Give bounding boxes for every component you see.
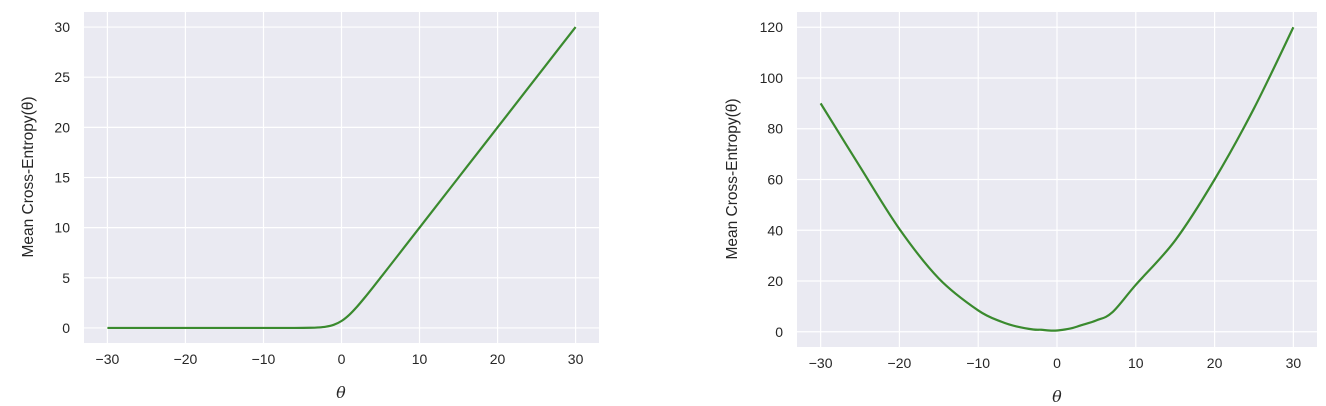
x-tick-label: 10	[1128, 355, 1144, 371]
x-tick-label: −20	[888, 355, 912, 371]
series-line	[819, 26, 1295, 332]
y-tick-label: 20	[54, 119, 70, 135]
subplot-left: 0 5 10 15 20 25 30 −30 −20 −10 0 10 20 30 θ Mean Cro…	[20, 12, 599, 402]
x-tick-label: 0	[1053, 355, 1061, 371]
y-tick-label: 5	[62, 270, 70, 286]
grid-lines	[797, 12, 1317, 347]
y-tick-label: 100	[760, 70, 784, 86]
x-tick-label: 30	[568, 351, 584, 367]
y-tick-label: 0	[775, 324, 783, 340]
x-axis-label: θ	[336, 383, 346, 402]
y-tick-label: 30	[54, 19, 70, 35]
y-tick-labels: 0 20 40 60 80 100 120	[760, 19, 784, 340]
x-tick-label: 20	[1207, 355, 1223, 371]
y-tick-label: 25	[54, 69, 70, 85]
y-tick-label: 0	[62, 320, 70, 336]
y-tick-label: 20	[767, 273, 783, 289]
subplot-right: 0 20 40 60 80 100 120 −30 −20 −10 0 10 20 30 θ Mean …	[724, 12, 1317, 406]
x-axis-label: θ	[1052, 387, 1062, 406]
y-tick-label: 15	[54, 170, 70, 186]
x-tick-label: −30	[809, 355, 833, 371]
x-tick-label: −20	[174, 351, 198, 367]
x-tick-label: −10	[252, 351, 276, 367]
y-tick-label: 80	[767, 121, 783, 137]
y-tick-label: 60	[767, 172, 783, 188]
y-axis-label: Mean Cross-Entropy(θ)	[20, 96, 37, 257]
x-tick-label: 0	[338, 351, 346, 367]
y-tick-labels: 0 5 10 15 20 25 30	[54, 19, 70, 336]
series-line	[107, 26, 577, 330]
y-axis-label: Mean Cross-Entropy(θ)	[724, 98, 741, 259]
y-tick-label: 10	[54, 220, 70, 236]
x-tick-label: −30	[96, 351, 120, 367]
x-tick-labels: −30 −20 −10 0 10 20 30	[809, 355, 1302, 371]
x-tick-label: −10	[966, 355, 990, 371]
y-tick-label: 40	[767, 222, 783, 238]
x-tick-labels: −30 −20 −10 0 10 20 30	[96, 351, 584, 367]
x-tick-label: 20	[490, 351, 506, 367]
y-tick-label: 120	[760, 19, 784, 35]
x-tick-label: 30	[1286, 355, 1302, 371]
x-tick-label: 10	[412, 351, 428, 367]
